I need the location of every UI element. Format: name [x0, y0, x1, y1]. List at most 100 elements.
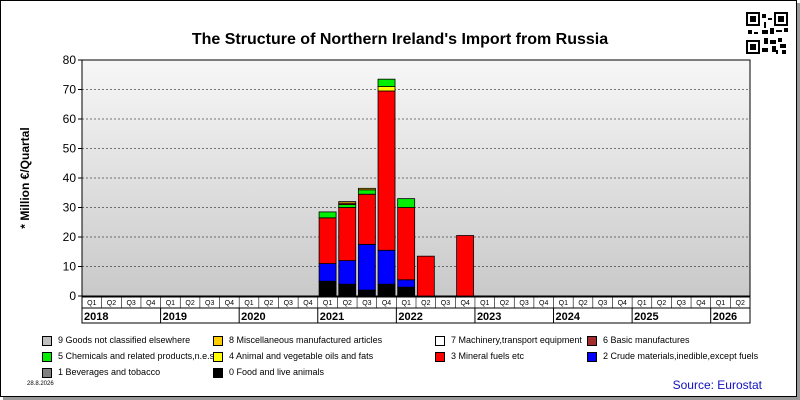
bar-segment — [397, 286, 416, 297]
legend-item: 3 Mineral fuels etc — [435, 350, 524, 362]
x-tick-label: Q1 — [402, 300, 411, 307]
bar-segment — [377, 90, 396, 251]
x-tick-label: Q2 — [736, 300, 745, 307]
frame-shadow-bottom — [3, 397, 800, 400]
year-label: 2024 — [556, 311, 581, 323]
x-tick-label: Q2 — [657, 300, 666, 307]
grid-lines — [82, 89, 750, 267]
year-label: 2019 — [163, 311, 187, 323]
legend-label: 1 Beverages and tobacco — [58, 367, 161, 377]
legend-swatch — [42, 351, 52, 362]
legend-swatch — [42, 335, 52, 346]
legend-label: 5 Chemicals and related products,n.e.s. — [58, 351, 217, 361]
y-tick-label: 40 — [63, 171, 77, 185]
x-tick-label: Q4 — [618, 300, 627, 307]
legend-label: 2 Crude materials,inedible,except fuels — [603, 351, 759, 361]
bar-segment — [416, 255, 435, 297]
y-tick-label: 80 — [63, 53, 77, 67]
x-tick-label: Q1 — [559, 300, 568, 307]
x-tick-label: Q1 — [244, 300, 253, 307]
x-tick-label: Q4 — [696, 300, 705, 307]
bar-segment — [377, 283, 396, 297]
bar-segment — [318, 217, 337, 264]
legend-swatch — [435, 351, 445, 362]
x-tick-label: Q2 — [500, 300, 509, 307]
year-label: 2026 — [713, 311, 737, 323]
legend-label: 3 Mineral fuels etc — [451, 351, 525, 361]
x-tick-label: Q3 — [519, 300, 528, 307]
x-tick-label: Q4 — [382, 300, 391, 307]
qr-code-icon[interactable] — [746, 12, 788, 54]
x-tick-label: Q4 — [539, 300, 548, 307]
chart-title: The Structure of Northern Ireland's Impo… — [191, 31, 609, 48]
legend-swatch — [213, 335, 223, 346]
legend-label: 0 Food and live animals — [229, 367, 325, 377]
legend-item: 7 Machinery,transport equipment — [435, 334, 582, 346]
x-tick-label: Q1 — [637, 300, 646, 307]
legend-label: 7 Machinery,transport equipment — [451, 335, 582, 345]
y-tick-label: 70 — [63, 83, 77, 97]
bar-segment — [318, 211, 337, 219]
bar-segment — [338, 201, 357, 204]
y-tick-label: 0 — [69, 289, 76, 303]
year-label: 2022 — [398, 311, 422, 323]
x-tick-label: Q3 — [598, 300, 607, 307]
legend-item: 9 Goods not classified elsewhere — [42, 334, 190, 346]
legend-swatch — [435, 335, 445, 346]
legend: 9 Goods not classified elsewhere 8 Miscel… — [42, 334, 758, 384]
bar-segment — [357, 187, 376, 191]
bar-segment — [397, 279, 416, 288]
bar-segment — [377, 86, 396, 92]
y-tick-label: 10 — [63, 260, 77, 274]
bar-segment — [338, 260, 357, 285]
x-tick-label: Q3 — [362, 300, 371, 307]
bar-segment — [357, 289, 376, 297]
y-tick-label: 60 — [63, 112, 77, 126]
x-tick-label: Q1 — [716, 300, 725, 307]
bar-segment — [377, 249, 396, 285]
year-label: 2025 — [634, 311, 658, 323]
x-tick-label: Q3 — [284, 300, 293, 307]
legend-item: 5 Chemicals and related products,n.e.s. — [42, 350, 217, 362]
year-label: 2021 — [320, 311, 344, 323]
legend-label: 9 Goods not classified elsewhere — [58, 335, 191, 345]
y-tick-label: 30 — [63, 201, 77, 215]
bar-segment — [397, 198, 416, 208]
year-label: 2020 — [241, 311, 265, 323]
x-tick-label: Q4 — [225, 300, 234, 307]
legend-label: 6 Basic manufactures — [603, 335, 690, 345]
bar-segment — [357, 189, 376, 195]
x-tick-label: Q4 — [146, 300, 155, 307]
legend-swatch — [213, 367, 223, 378]
x-tick-label: Q1 — [87, 300, 96, 307]
bar-segment — [338, 207, 357, 261]
y-tick-label: 50 — [63, 142, 77, 156]
x-tick-label: Q3 — [677, 300, 686, 307]
legend-swatch — [42, 367, 52, 378]
x-tick-label: Q2 — [107, 300, 116, 307]
legend-item: 4 Animal and vegetable oils and fats — [213, 350, 373, 362]
bar-segment — [357, 193, 376, 245]
legend-label: 4 Animal and vegetable oils and fats — [229, 351, 374, 361]
x-tick-label: Q1 — [323, 300, 332, 307]
legend-swatch — [213, 351, 223, 362]
frame-shadow-right — [797, 3, 800, 400]
x-axis: Q1 Q2 Q3 Q4 Q1 Q2 Q3 Q4 Q1 Q2 Q3 Q4 Q1 Q2 Q3 Q4 Q1 Q2 Q3 Q4… — [81, 296, 751, 324]
bar-series — [318, 78, 475, 297]
footer-date: 28.8.2026 — [27, 381, 54, 387]
x-tick-label: Q4 — [303, 300, 312, 307]
x-tick-label: Q2 — [185, 300, 194, 307]
x-tick-label: Q3 — [205, 300, 214, 307]
y-axis: 0 10 20 30 40 50 60 70 80 — [63, 53, 82, 303]
x-tick-label: Q2 — [343, 300, 352, 307]
x-tick-label: Q2 — [578, 300, 587, 307]
bar-segment — [377, 78, 396, 87]
bar-segment — [318, 263, 337, 282]
legend-item: 2 Crude materials,inedible,except fuels — [587, 350, 758, 362]
legend-item: 0 Food and live animals — [213, 366, 324, 378]
x-tick-label: Q4 — [460, 300, 469, 307]
x-tick-label: Q3 — [441, 300, 450, 307]
bar-segment — [318, 280, 337, 297]
legend-item: 6 Basic manufactures — [587, 334, 690, 346]
bar-segment — [456, 235, 475, 297]
